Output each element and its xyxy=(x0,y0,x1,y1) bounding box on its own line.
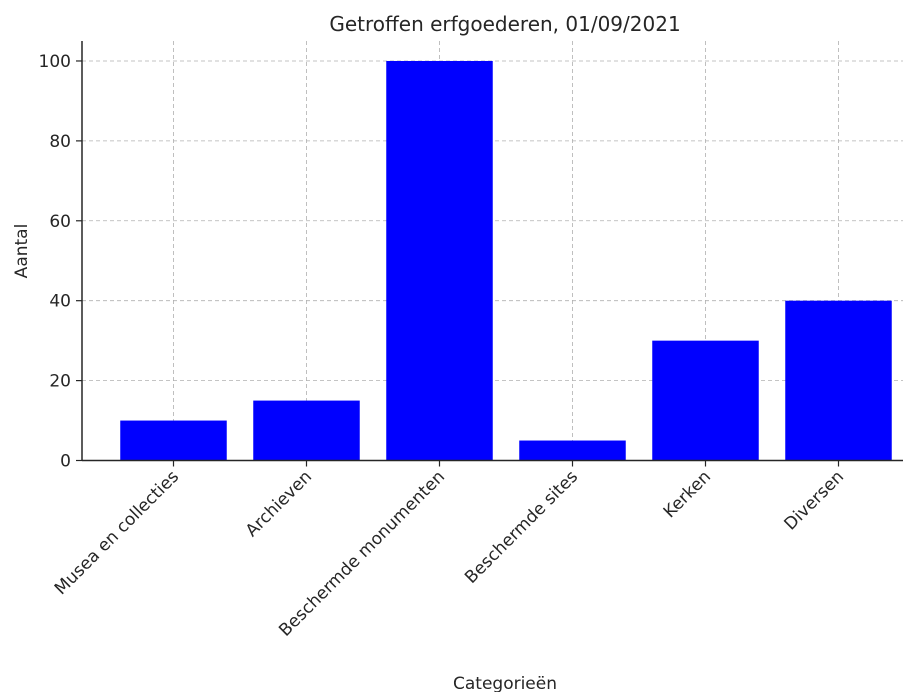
y-tick-label: 80 xyxy=(49,132,71,152)
bar xyxy=(785,300,892,461)
bar xyxy=(386,60,493,461)
y-tick-label: 40 xyxy=(49,292,71,312)
x-tick-label: Beschermde sites xyxy=(461,467,582,588)
x-tick-label: Musea en collecties xyxy=(51,467,183,599)
bar xyxy=(253,400,360,461)
y-axis-label: Aantal xyxy=(12,224,32,279)
y-tick-label: 0 xyxy=(60,452,71,472)
y-tick-label: 100 xyxy=(39,52,71,72)
y-tick-label: 20 xyxy=(49,372,71,392)
y-ticks: 0 20 40 60 80 100 xyxy=(39,52,82,472)
y-tick-label: 60 xyxy=(49,212,71,232)
x-tick-label: Diversen xyxy=(781,467,848,534)
x-tick-label: Archieven xyxy=(242,467,316,541)
x-axis-label: Categorieën xyxy=(453,674,557,692)
bar xyxy=(120,420,227,461)
x-tick-label: Kerken xyxy=(660,467,715,522)
bars xyxy=(120,60,892,461)
bar xyxy=(652,340,759,461)
chart-title: Getroffen erfgoederen, 01/09/2021 xyxy=(329,12,680,36)
axes xyxy=(81,41,903,462)
bar xyxy=(519,440,626,461)
